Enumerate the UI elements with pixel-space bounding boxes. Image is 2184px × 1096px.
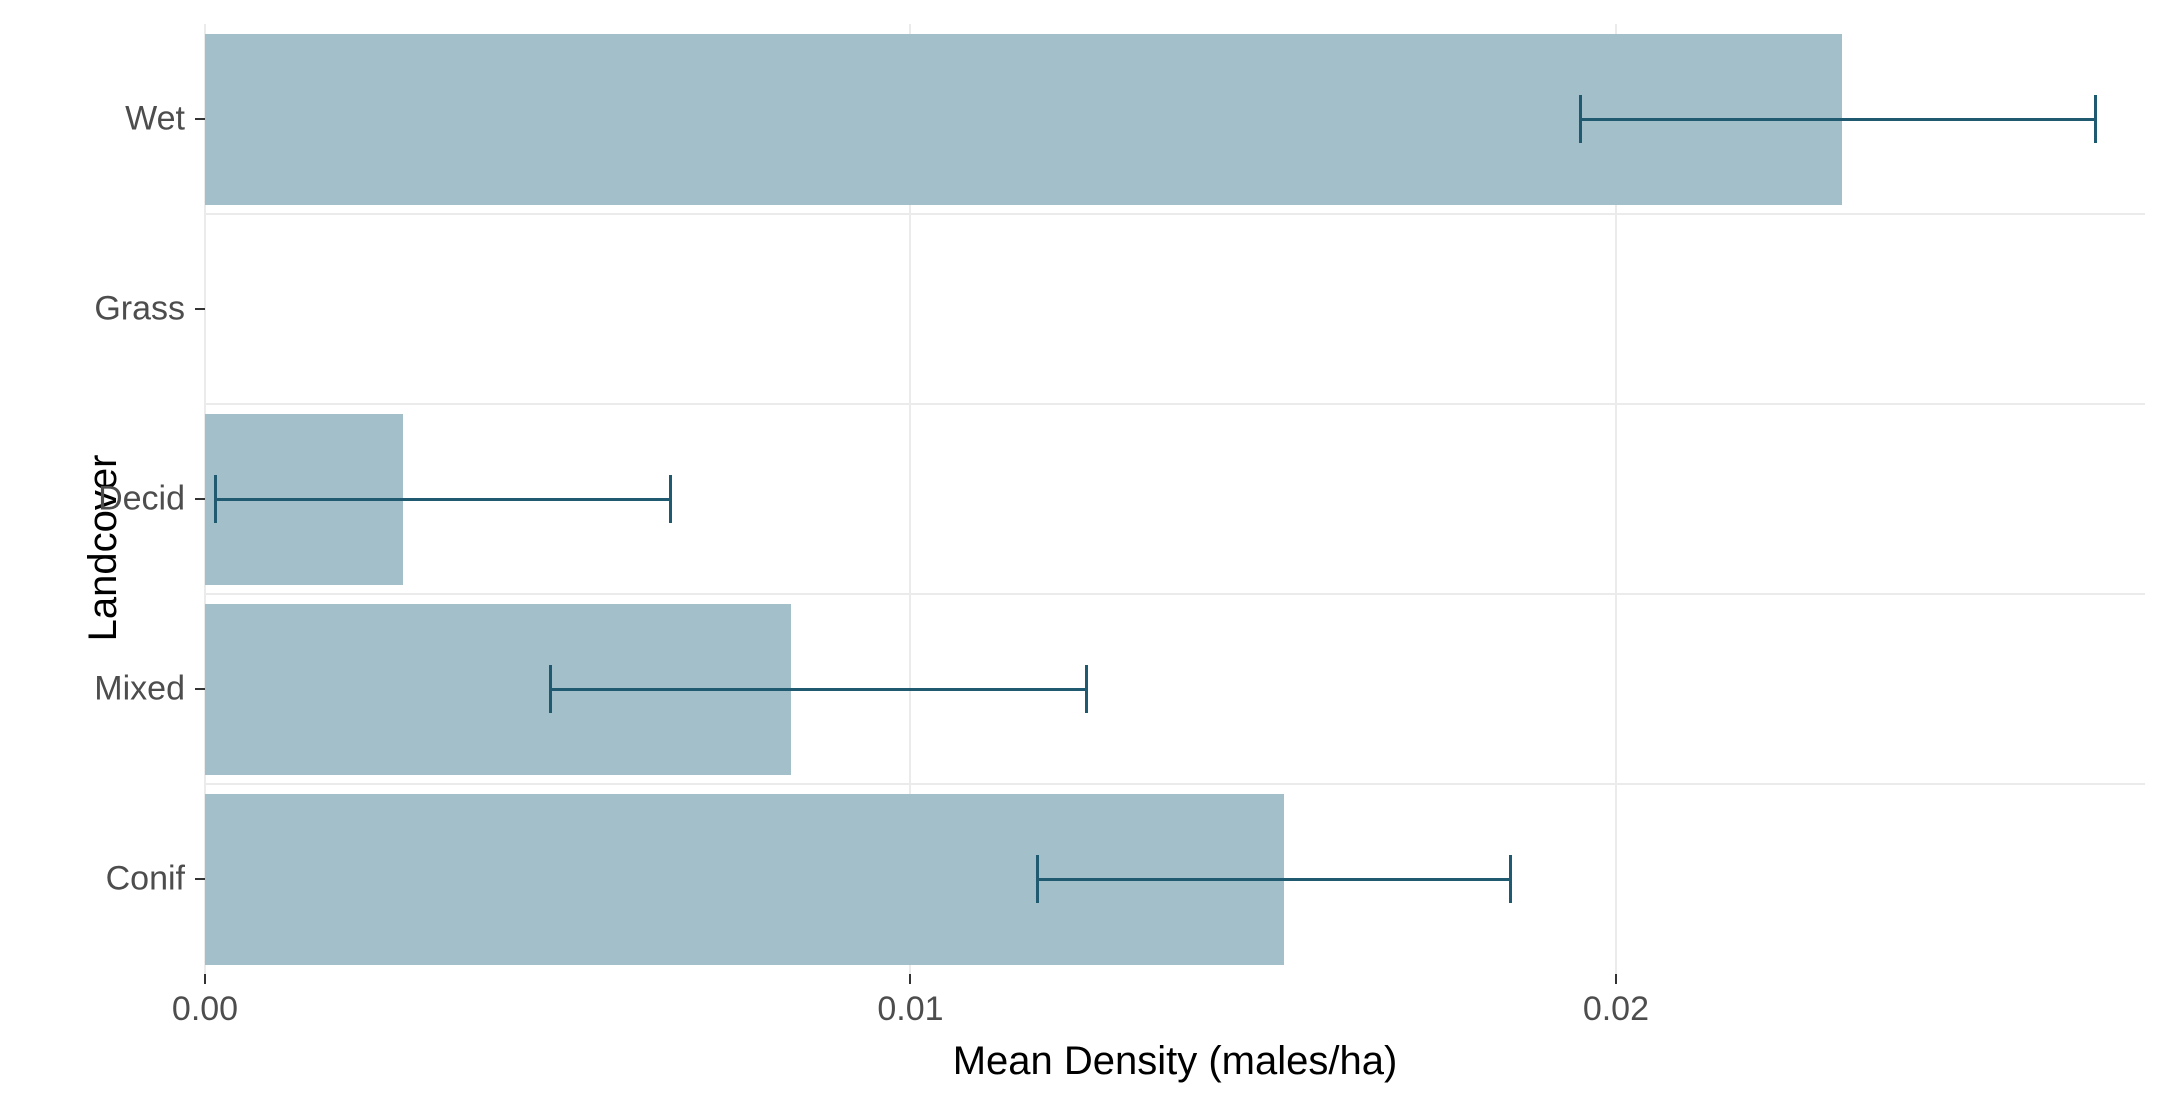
x-tick-label: 0.00 bbox=[172, 990, 238, 1029]
y-tick-label: Conif bbox=[45, 860, 185, 899]
plot-area bbox=[205, 24, 2145, 974]
y-tick-label: Decid bbox=[45, 480, 185, 519]
errorbar-conif bbox=[1037, 878, 1510, 881]
y-tick-label: Wet bbox=[45, 100, 185, 139]
errorbar-cap bbox=[2094, 95, 2097, 143]
x-tick-mark bbox=[204, 974, 206, 984]
errorbar-cap bbox=[1036, 855, 1039, 903]
errorbar-wet bbox=[1581, 118, 2096, 121]
errorbar-mixed bbox=[551, 688, 1087, 691]
y-tick-label: Grass bbox=[45, 290, 185, 329]
x-tick-mark bbox=[909, 974, 911, 984]
errorbar-cap bbox=[214, 475, 217, 523]
y-tick-mark bbox=[195, 308, 205, 310]
errorbar-cap bbox=[1579, 95, 1582, 143]
gridline-h bbox=[205, 593, 2145, 595]
errorbar-cap bbox=[549, 665, 552, 713]
y-tick-mark bbox=[195, 688, 205, 690]
y-tick-mark bbox=[195, 118, 205, 120]
gridline-h bbox=[205, 403, 2145, 405]
errorbar-cap bbox=[669, 475, 672, 523]
errorbar-decid bbox=[216, 498, 671, 501]
gridline-h bbox=[205, 783, 2145, 785]
x-tick-label: 0.02 bbox=[1583, 990, 1649, 1029]
y-tick-mark bbox=[195, 498, 205, 500]
errorbar-cap bbox=[1085, 665, 1088, 713]
x-tick-mark bbox=[1615, 974, 1617, 984]
chart-container: Landcover Mean Density (males/ha) WetGra… bbox=[0, 0, 2184, 1096]
x-axis-title: Mean Density (males/ha) bbox=[205, 1039, 2145, 1084]
gridline-h bbox=[205, 213, 2145, 215]
y-tick-mark bbox=[195, 878, 205, 880]
y-tick-label: Mixed bbox=[45, 670, 185, 709]
x-tick-label: 0.01 bbox=[877, 990, 943, 1029]
errorbar-cap bbox=[1509, 855, 1512, 903]
